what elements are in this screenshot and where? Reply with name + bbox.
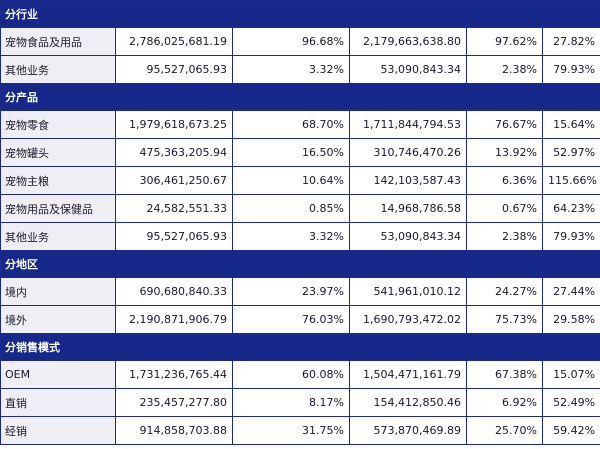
revenue-cell: 690,680,840.33 [115,277,233,306]
margin-cell: 115.66% [541,166,600,195]
cost-pct-cell: 75.73% [466,305,543,334]
revenue-pct-cell: 10.64% [232,166,350,195]
section-header: 分行业 [0,0,600,28]
cost-pct-cell: 6.92% [466,388,543,417]
revenue-pct-cell: 31.75% [232,416,350,445]
table-row: 境外 2,190,871,906.79 76.03% 1,690,793,472… [0,305,600,334]
revenue-cell: 235,457,277.80 [115,388,233,417]
cost-cell: 1,711,844,794.53 [349,110,467,139]
margin-cell: 29.58% [541,305,600,334]
table-row: 宠物食品及用品 2,786,025,681.19 96.68% 2,179,66… [0,27,600,56]
cost-cell: 154,412,850.46 [349,388,467,417]
revenue-pct-cell: 76.03% [232,305,350,334]
row-label: 宠物主粮 [0,166,116,195]
revenue-pct-cell: 3.32% [232,55,350,84]
margin-cell: 79.93% [541,55,600,84]
cost-pct-cell: 97.62% [466,27,543,56]
table-row: 宠物罐头 475,363,205.94 16.50% 310,746,470.2… [0,138,600,167]
revenue-cell: 1,731,236,765.44 [115,360,233,389]
row-label: 直销 [0,388,116,417]
margin-cell: 15.64% [541,110,600,139]
section-title: 分销售模式 [0,333,600,361]
cost-pct-cell: 76.67% [466,110,543,139]
revenue-cell: 1,979,618,673.25 [115,110,233,139]
revenue-pct-cell: 16.50% [232,138,350,167]
revenue-cell: 2,190,871,906.79 [115,305,233,334]
cost-pct-cell: 6.36% [466,166,543,195]
row-label: 其他业务 [0,222,116,251]
margin-cell: 15.07% [541,360,600,389]
margin-cell: 59.42% [541,416,600,445]
margin-cell: 52.49% [541,388,600,417]
revenue-cell: 914,858,703.88 [115,416,233,445]
cost-pct-cell: 2.38% [466,222,543,251]
cost-pct-cell: 0.67% [466,194,543,223]
row-label: 其他业务 [0,55,116,84]
revenue-pct-cell: 8.17% [232,388,350,417]
row-label: 宠物罐头 [0,138,116,167]
revenue-pct-cell: 96.68% [232,27,350,56]
section-title: 分行业 [0,0,600,28]
cost-cell: 2,179,663,638.80 [349,27,467,56]
cost-cell: 1,690,793,472.02 [349,305,467,334]
row-label: OEM [0,360,116,389]
table-row: 经销 914,858,703.88 31.75% 573,870,469.89 … [0,416,600,445]
table-row: 其他业务 95,527,065.93 3.32% 53,090,843.34 2… [0,222,600,251]
cost-cell: 142,103,587.43 [349,166,467,195]
revenue-cell: 2,786,025,681.19 [115,27,233,56]
row-label: 宠物食品及用品 [0,27,116,56]
cost-pct-cell: 13.92% [466,138,543,167]
row-label: 经销 [0,416,116,445]
table-row: OEM 1,731,236,765.44 60.08% 1,504,471,16… [0,360,600,389]
revenue-cell: 95,527,065.93 [115,222,233,251]
revenue-cell: 24,582,551.33 [115,194,233,223]
revenue-cell: 306,461,250.67 [115,166,233,195]
revenue-cell: 95,527,065.93 [115,55,233,84]
section-header: 分地区 [0,250,600,278]
cost-pct-cell: 2.38% [466,55,543,84]
table-row: 其他业务 95,527,065.93 3.32% 53,090,843.34 2… [0,55,600,84]
table-row: 宠物主粮 306,461,250.67 10.64% 142,103,587.4… [0,166,600,195]
cost-cell: 14,968,786.58 [349,194,467,223]
cost-pct-cell: 25.70% [466,416,543,445]
revenue-pct-cell: 68.70% [232,110,350,139]
section-title: 分产品 [0,83,600,111]
cost-cell: 573,870,469.89 [349,416,467,445]
row-label: 宠物零食 [0,110,116,139]
row-label: 境内 [0,277,116,306]
row-label: 境外 [0,305,116,334]
cost-cell: 541,961,010.12 [349,277,467,306]
row-label: 宠物用品及保健品 [0,194,116,223]
revenue-pct-cell: 0.85% [232,194,350,223]
table-row: 直销 235,457,277.80 8.17% 154,412,850.46 6… [0,388,600,417]
cost-pct-cell: 67.38% [466,360,543,389]
cost-cell: 1,504,471,161.79 [349,360,467,389]
margin-cell: 79.93% [541,222,600,251]
section-header: 分产品 [0,83,600,111]
table-row: 宠物零食 1,979,618,673.25 68.70% 1,711,844,7… [0,110,600,139]
margin-cell: 27.82% [541,27,600,56]
cost-pct-cell: 24.27% [466,277,543,306]
cost-cell: 310,746,470.26 [349,138,467,167]
margin-cell: 64.23% [541,194,600,223]
table-row: 境内 690,680,840.33 23.97% 541,961,010.12 … [0,277,600,306]
revenue-pct-cell: 3.32% [232,222,350,251]
margin-cell: 27.44% [541,277,600,306]
section-header: 分销售模式 [0,333,600,361]
table-row: 宠物用品及保健品 24,582,551.33 0.85% 14,968,786.… [0,194,600,223]
cost-cell: 53,090,843.34 [349,222,467,251]
revenue-pct-cell: 23.97% [232,277,350,306]
revenue-cell: 475,363,205.94 [115,138,233,167]
section-title: 分地区 [0,250,600,278]
revenue-pct-cell: 60.08% [232,360,350,389]
cost-cell: 53,090,843.34 [349,55,467,84]
margin-cell: 52.97% [541,138,600,167]
